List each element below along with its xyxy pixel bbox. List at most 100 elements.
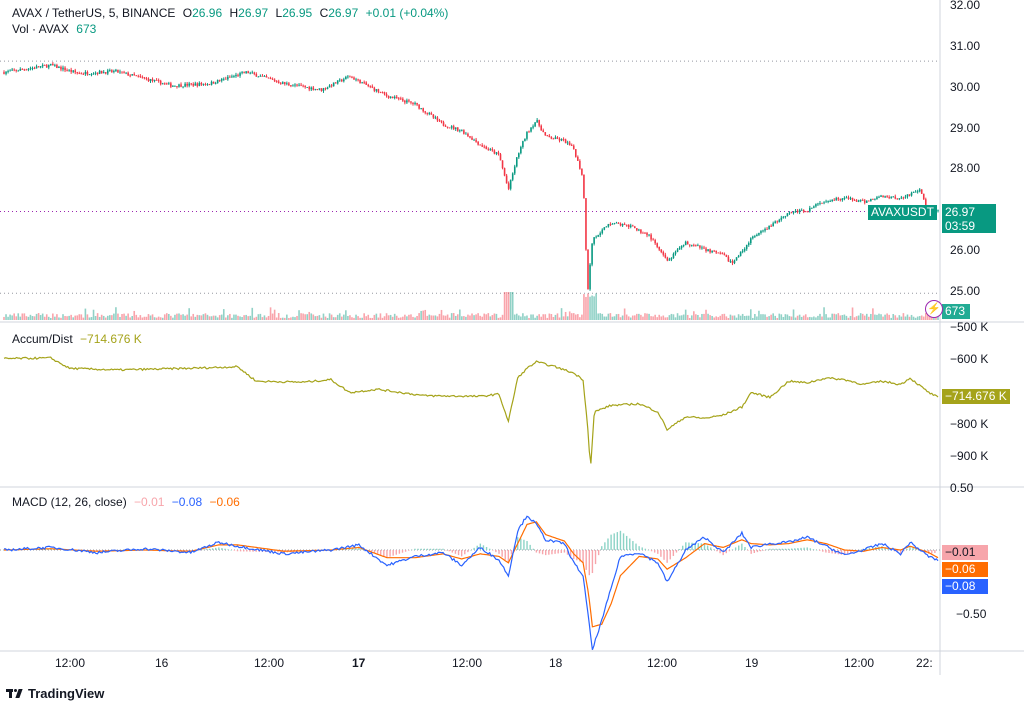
candle-body bbox=[546, 135, 549, 137]
candle-body bbox=[483, 146, 486, 148]
volume-bar bbox=[284, 317, 286, 320]
candle-body bbox=[100, 70, 103, 74]
price-tick-label: 29.00 bbox=[950, 120, 981, 135]
volume-bar bbox=[153, 317, 156, 320]
volume-bar bbox=[456, 314, 459, 320]
accum-dist-tick-label: −500 K bbox=[950, 320, 989, 334]
volume-bar bbox=[491, 315, 494, 320]
macd-histogram-bar bbox=[912, 547, 914, 550]
candle-body bbox=[328, 85, 331, 88]
macd-histogram-bar bbox=[96, 550, 99, 552]
macd-histogram-bar bbox=[604, 542, 606, 550]
volume-bar bbox=[450, 313, 453, 320]
volume-bar bbox=[231, 317, 233, 320]
candle-body bbox=[756, 234, 758, 237]
volume-bar bbox=[196, 314, 199, 320]
price-tick-label: 26.00 bbox=[950, 243, 981, 258]
candle-body bbox=[251, 72, 254, 74]
candle-body bbox=[412, 102, 414, 104]
symbol-title: AVAX / TetherUS, 5, BINANCE bbox=[12, 6, 176, 20]
volume-bar bbox=[377, 317, 380, 320]
volume-bar bbox=[286, 314, 288, 320]
volume-bar bbox=[45, 314, 48, 320]
volume-bar bbox=[872, 308, 874, 320]
macd-histogram-bar bbox=[906, 548, 908, 550]
candle-body bbox=[231, 76, 233, 78]
candle-body bbox=[284, 82, 286, 84]
volume-bar bbox=[721, 314, 724, 320]
volume-bar bbox=[725, 316, 728, 320]
volume-bar bbox=[314, 316, 317, 320]
candle-body bbox=[542, 130, 545, 133]
candle-body bbox=[165, 83, 168, 85]
candle-body bbox=[399, 98, 402, 100]
macd-value-tag: −0.06 bbox=[942, 562, 988, 577]
candle-body bbox=[194, 83, 197, 86]
volume-bar bbox=[920, 315, 923, 320]
macd-histogram-bar bbox=[252, 550, 254, 552]
volume-bar bbox=[7, 316, 9, 320]
candle-body bbox=[688, 244, 691, 246]
volume-bar bbox=[532, 314, 534, 320]
volume-bar bbox=[235, 314, 237, 320]
candle-body bbox=[579, 160, 581, 169]
candle-body bbox=[33, 67, 36, 69]
candle-body bbox=[562, 139, 565, 140]
macd-histogram-bar bbox=[766, 549, 768, 551]
candle-body bbox=[695, 244, 697, 246]
candle-body bbox=[430, 113, 433, 115]
candle-body bbox=[355, 79, 357, 81]
volume-bar bbox=[784, 314, 787, 320]
candle-body bbox=[15, 70, 18, 71]
candle-body bbox=[31, 67, 34, 69]
tradingview-logo[interactable]: TradingView bbox=[6, 686, 104, 701]
candle-body bbox=[530, 127, 532, 132]
volume-bar bbox=[749, 309, 752, 320]
volume-bar bbox=[15, 316, 18, 320]
volume-bar bbox=[802, 315, 805, 320]
candle-body bbox=[819, 202, 821, 204]
volume-bar bbox=[617, 313, 620, 320]
volume-bar bbox=[204, 313, 207, 320]
volume-bar bbox=[224, 317, 227, 320]
candle-body bbox=[872, 198, 874, 200]
volume-bar bbox=[123, 313, 125, 320]
candle-body bbox=[139, 76, 142, 77]
volume-bar bbox=[304, 314, 306, 320]
candle-body bbox=[469, 136, 471, 138]
candle-body bbox=[686, 241, 689, 245]
volume-bar bbox=[524, 316, 526, 320]
volume-bar bbox=[776, 317, 779, 320]
candle-body bbox=[861, 200, 864, 201]
candle-body bbox=[558, 138, 561, 141]
volume-bar bbox=[892, 313, 895, 320]
macd-histogram-bar bbox=[417, 548, 419, 550]
lightning-icon[interactable]: ⚡ bbox=[925, 300, 943, 318]
volume-bar bbox=[564, 311, 567, 320]
volume-bar bbox=[359, 317, 361, 320]
macd-histogram-bar bbox=[439, 548, 441, 550]
volume-bar bbox=[428, 314, 431, 320]
volume-bar bbox=[719, 315, 722, 320]
macd-histogram-bar bbox=[794, 548, 796, 550]
volume-bar bbox=[766, 316, 768, 320]
candle-body bbox=[119, 71, 121, 73]
volume-bar bbox=[296, 315, 298, 320]
candle-body bbox=[524, 138, 526, 142]
volume-bar bbox=[306, 314, 308, 320]
volume-bar bbox=[263, 315, 266, 320]
candle-body bbox=[450, 126, 453, 128]
candle-body bbox=[467, 133, 469, 137]
macd-histogram-bar bbox=[815, 550, 818, 551]
volume-bar bbox=[141, 317, 144, 320]
volume-bar bbox=[35, 313, 38, 320]
macd-histogram-bar bbox=[710, 547, 712, 550]
volume-bar bbox=[888, 314, 890, 320]
macd-histogram-bar bbox=[208, 548, 211, 550]
macd-histogram-bar bbox=[660, 550, 662, 557]
candle-body bbox=[39, 66, 42, 68]
candle-body bbox=[713, 250, 715, 252]
price-tick-label: 25.00 bbox=[950, 284, 981, 298]
candle-body bbox=[141, 76, 144, 78]
